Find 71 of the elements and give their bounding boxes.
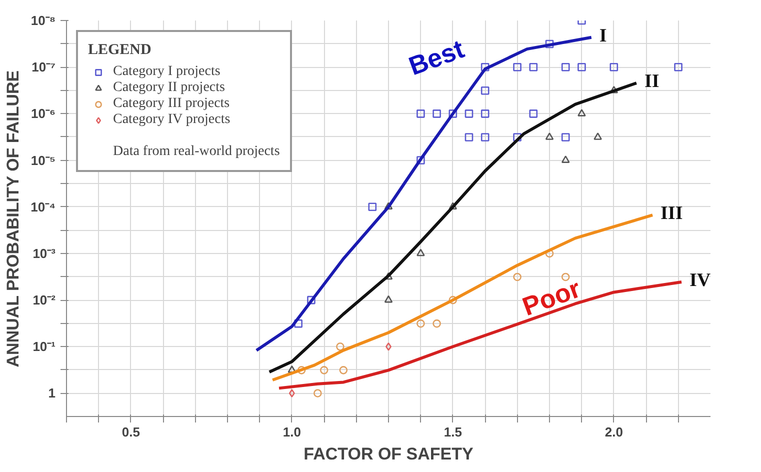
point — [294, 319, 302, 328]
line-series — [271, 214, 654, 382]
legend-label: Category II projects — [113, 80, 225, 96]
y-tick-label: 10⁻² — [32, 292, 56, 308]
series-label: IV — [690, 270, 711, 291]
point — [448, 296, 458, 304]
point — [416, 110, 425, 118]
y-tick-label: 10⁻³ — [32, 246, 56, 261]
point — [480, 62, 490, 72]
x-axis-title: FACTOR OF SAFETY — [304, 444, 474, 464]
legend-label: Category IV projects — [113, 112, 230, 128]
point — [368, 202, 377, 212]
x-tick-label: 1.0 — [282, 424, 301, 440]
y-tick-label: 10⁻⁷ — [32, 60, 56, 75]
point — [416, 248, 425, 256]
point — [288, 389, 295, 398]
point — [339, 366, 348, 374]
point — [336, 342, 344, 351]
point — [480, 110, 490, 118]
point — [529, 62, 538, 72]
point — [297, 366, 306, 374]
y-axis-title: ANNUAL PROBABILITY OF FAILURE — [4, 70, 23, 368]
point — [307, 296, 316, 304]
point — [561, 62, 570, 72]
y-tick-label: 10⁻¹ — [32, 339, 56, 354]
point — [480, 86, 490, 95]
point — [578, 108, 586, 116]
y-tick-label: 1 — [48, 386, 56, 401]
legend-label: Category III projects — [113, 96, 230, 112]
point — [578, 62, 586, 72]
point — [384, 202, 393, 210]
x-tick-label: 1.5 — [444, 424, 462, 440]
point — [594, 132, 602, 140]
point — [561, 133, 570, 142]
point — [545, 40, 554, 48]
point — [513, 272, 522, 282]
y-tick-label: 10⁻⁸ — [30, 13, 56, 28]
y-tick-label: 10⁻⁶ — [31, 106, 56, 122]
point — [545, 132, 554, 140]
x-tick-label: 0.5 — [122, 424, 140, 440]
point — [432, 110, 441, 118]
legend-title: LEGEND — [88, 42, 152, 59]
point — [610, 62, 618, 72]
point — [432, 319, 441, 328]
point — [480, 133, 490, 142]
series-label: II — [644, 71, 660, 92]
annotation: Data from real-world projects — [113, 144, 280, 160]
point — [416, 156, 425, 164]
legend-label: Category I projects — [113, 64, 220, 80]
point — [464, 110, 474, 118]
y-tick-label: 10⁻⁴ — [30, 199, 56, 214]
annotation: Poor — [518, 273, 584, 322]
annotation: Best — [404, 34, 468, 82]
point — [416, 319, 425, 328]
line-series — [278, 280, 684, 390]
point — [513, 133, 522, 142]
point — [561, 156, 570, 163]
point — [384, 295, 393, 303]
x-tick-label: 2.0 — [604, 424, 623, 440]
point — [674, 62, 682, 72]
y-tick-label: 10⁻⁵ — [30, 152, 56, 168]
point — [448, 110, 458, 118]
point — [464, 133, 474, 142]
point — [314, 389, 322, 398]
point — [529, 110, 538, 118]
point — [513, 62, 522, 72]
point — [561, 272, 570, 282]
series-label: I — [599, 25, 607, 46]
series-label: III — [660, 203, 683, 224]
point — [448, 202, 458, 210]
point — [320, 366, 328, 374]
